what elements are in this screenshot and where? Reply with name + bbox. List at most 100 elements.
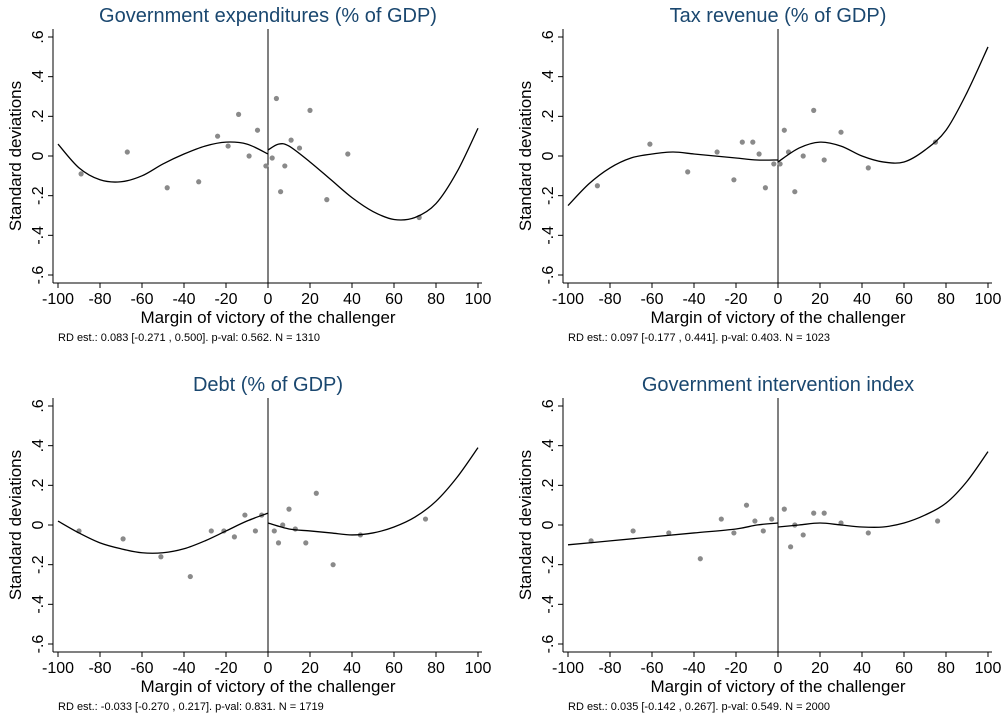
scatter-point <box>630 528 636 534</box>
x-tick-label: -20 <box>214 660 237 677</box>
y-axis-title: Standard deviations <box>516 81 535 231</box>
scatter-point <box>838 129 844 135</box>
y-tick-label: .2 <box>540 479 557 492</box>
scatter-point <box>124 149 130 155</box>
x-tick-label: 20 <box>301 291 319 308</box>
y-tick-label: .4 <box>30 70 47 83</box>
y-tick-label: .2 <box>30 479 47 492</box>
scatter-point <box>215 133 221 139</box>
fit-line-left <box>567 522 779 546</box>
scatter-point <box>225 143 231 149</box>
fit-line-right <box>777 46 989 164</box>
rd-estimate-note: RD est.: -0.033 [-0.270 , 0.217]. p-val:… <box>58 701 324 713</box>
x-tick-label: -20 <box>214 291 237 308</box>
scatter-point <box>187 573 193 580</box>
scatter-point <box>760 528 766 534</box>
scatter-point <box>666 530 672 536</box>
fit-line-left <box>57 141 269 183</box>
scatter-point <box>762 185 769 191</box>
y-tick-label: -.6 <box>30 266 47 285</box>
x-tick-label: 80 <box>937 291 955 308</box>
x-tick-label: -80 <box>88 291 111 308</box>
x-tick-label: 80 <box>937 660 955 677</box>
scatter-point <box>345 151 351 157</box>
y-tick-label: .2 <box>540 110 557 123</box>
y-tick-label: .4 <box>540 439 557 452</box>
scatter-point <box>208 528 214 534</box>
y-axis-title: Standard deviations <box>6 450 25 600</box>
x-tick-label: 40 <box>343 660 361 677</box>
scatter-point <box>246 153 252 159</box>
x-tick-label: -80 <box>598 660 621 677</box>
chart-panel-1: Government expenditures (% of GDP) -100 -8… <box>6 5 491 344</box>
y-tick-label: -.2 <box>540 555 557 574</box>
scatter-point <box>769 516 775 522</box>
x-tick-label: 80 <box>427 660 445 677</box>
scatter-point <box>800 153 806 159</box>
x-axis-title: Margin of victory of the challenger <box>650 677 905 696</box>
scatter-point <box>811 107 817 113</box>
scatter-point <box>275 540 282 546</box>
x-tick-label: -40 <box>682 660 705 677</box>
fit-line-left <box>57 512 269 554</box>
fit-line-right <box>267 127 479 221</box>
y-tick-label: .4 <box>30 439 47 452</box>
scatter-point <box>800 532 806 538</box>
scatter-point <box>865 530 871 536</box>
y-tick-label: -.4 <box>30 226 47 245</box>
scatter-point <box>811 510 817 516</box>
scatter-point <box>324 197 330 203</box>
y-tick-label: -.4 <box>30 595 47 614</box>
scatter-point <box>286 506 292 512</box>
x-tick-label: 100 <box>975 660 1002 677</box>
scatter-point <box>254 127 261 133</box>
scatter-point <box>273 95 279 102</box>
x-tick-label: -40 <box>682 291 705 308</box>
x-tick-label: 0 <box>774 660 783 677</box>
scatter-point <box>330 562 336 568</box>
x-tick-label: -60 <box>130 291 153 308</box>
x-tick-label: -60 <box>130 660 153 677</box>
scatter-point <box>164 185 170 191</box>
scatter-point <box>278 189 284 195</box>
x-tick-label: 60 <box>895 660 913 677</box>
scatter-point <box>282 163 288 169</box>
scatter-point <box>771 161 777 167</box>
y-tick-label: 0 <box>30 151 47 160</box>
y-tick-label: -.6 <box>30 635 47 654</box>
chart-title: Debt (% of GDP) <box>193 374 343 396</box>
scatter-point <box>296 145 303 151</box>
y-tick-label: .4 <box>540 70 557 83</box>
scatter-point <box>280 522 286 528</box>
scatter-point <box>313 490 319 496</box>
scatter-point <box>269 155 275 161</box>
x-tick-label: -100 <box>42 660 74 677</box>
x-tick-label: -80 <box>88 660 111 677</box>
x-axis-title: Margin of victory of the challenger <box>140 677 395 696</box>
scatter-point <box>158 554 164 560</box>
scatter-point <box>236 111 242 117</box>
scatter-point <box>788 544 794 550</box>
x-tick-label: -100 <box>552 660 584 677</box>
y-tick-label: 0 <box>540 151 557 160</box>
x-tick-label: -60 <box>640 660 663 677</box>
x-tick-label: 40 <box>343 291 361 308</box>
x-tick-label: 40 <box>853 291 871 308</box>
y-tick-label: .6 <box>30 399 47 412</box>
scatter-point <box>78 171 84 177</box>
fit-line-right <box>777 451 989 529</box>
x-tick-label: 20 <box>811 291 829 308</box>
y-tick-label: -.2 <box>540 186 557 205</box>
scatter-point <box>685 169 691 175</box>
y-tick-label: 0 <box>30 520 47 529</box>
scatter-point <box>303 540 309 546</box>
scatter-point <box>697 556 703 562</box>
chart-panel-4: Government intervention index -100 -80 -60 -… <box>516 374 1001 713</box>
scatter-point <box>288 137 294 143</box>
scatter-point <box>594 183 601 189</box>
y-tick-label: 0 <box>540 520 557 529</box>
x-tick-label: -80 <box>598 291 621 308</box>
x-tick-label: 80 <box>427 291 445 308</box>
chart-title: Tax revenue (% of GDP) <box>670 5 887 27</box>
x-tick-label: 60 <box>385 291 403 308</box>
